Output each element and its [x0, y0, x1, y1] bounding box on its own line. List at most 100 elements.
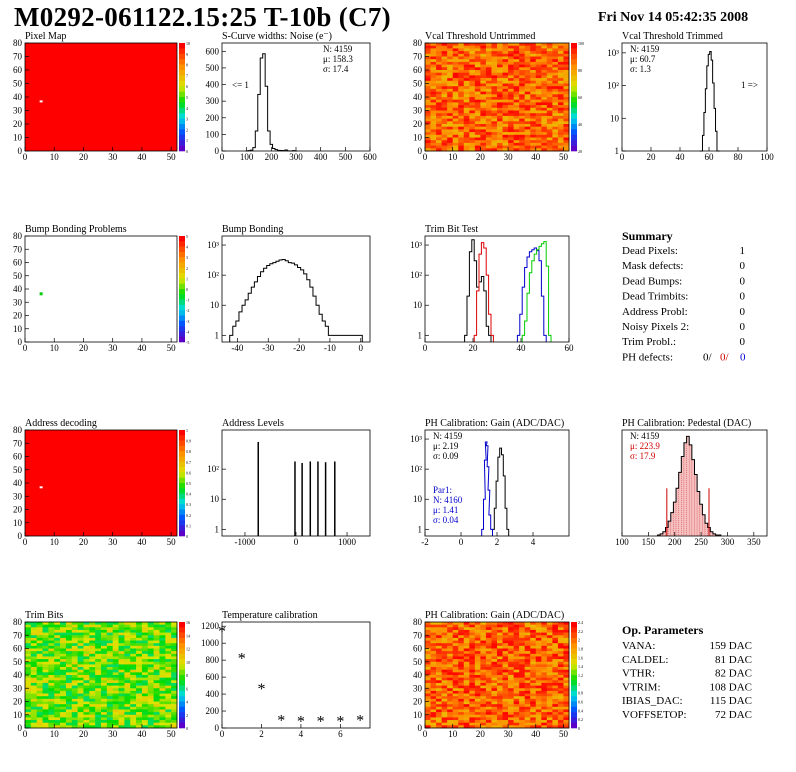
temperature-calibration-ytick-label: 800	[206, 655, 220, 665]
ph-gain-map-cell	[508, 725, 514, 729]
ph-gain-map-cell	[469, 717, 476, 721]
ph-gain-ytick-label: 10³	[410, 434, 422, 444]
vcal-untrimmed-cell	[447, 97, 453, 100]
trim-bits-map-cell	[165, 629, 172, 633]
ph-gain-map-cell	[552, 682, 559, 686]
trim-bits-map-cell	[36, 685, 43, 689]
vcal-untrimmed-scale-step	[571, 129, 577, 136]
vcal-untrimmed-cell	[541, 51, 548, 55]
ph-gain-map-cell	[497, 725, 503, 729]
vcal-untrimmed-cell	[480, 126, 487, 130]
trim-bits-map-cell	[141, 677, 149, 681]
trim-bits-map-cell	[130, 722, 137, 726]
ph-gain-map-cell	[524, 722, 531, 726]
vcal-untrimmed-cell	[541, 72, 548, 76]
address-decoding-scale-step	[179, 520, 185, 526]
trim-bits-map-cell	[83, 680, 90, 684]
ph-gain-map-cell	[546, 682, 553, 686]
ph-gain-map-cell	[508, 688, 514, 692]
vcal-untrimmed-cell	[485, 83, 492, 87]
ph-gain-map-cell	[430, 667, 437, 670]
trim-bits-map-cell	[54, 720, 61, 723]
vcal-untrimmed-cell	[557, 99, 564, 103]
vcal-untrimmed-cell	[430, 67, 437, 71]
trim-bits-map-cell	[89, 672, 96, 676]
ph-gain-map-cell	[513, 635, 520, 639]
scurve-noise-stat: σ: 17.4	[323, 64, 349, 74]
vcal-untrimmed-cell	[452, 88, 459, 92]
ph-gain-map-cell	[458, 627, 465, 631]
trim-bits-map-cell	[83, 648, 90, 652]
ph-gain-map-cell	[519, 669, 525, 673]
trim-bits-map-cell	[30, 651, 37, 655]
trim-bits-map-cell	[60, 667, 67, 670]
ph-gain-map-cell	[508, 643, 514, 647]
vcal-untrimmed-cell	[557, 88, 564, 92]
vcal-untrimmed-cell	[425, 137, 431, 141]
ph-gain-map-cell	[458, 720, 465, 723]
ph-gain-map-cell	[563, 664, 570, 668]
trim-bits-map-cell	[136, 706, 143, 710]
trim-bits-map-cell	[130, 701, 137, 705]
ph-gain-map-cell	[463, 685, 470, 689]
vcal-untrimmed-cell	[441, 142, 448, 146]
scurve-noise-ytick-label: 200	[206, 113, 220, 123]
trim-bits-map-cell	[136, 690, 143, 694]
ph-gain-map-cell	[463, 661, 470, 665]
trim-bits-map-cell	[77, 661, 84, 665]
trim-bits-map-cell	[106, 627, 113, 631]
trim-bits-map-cell	[124, 682, 131, 686]
ph-gain-map-cell	[524, 720, 531, 723]
vcal-untrimmed-cell	[513, 53, 520, 57]
ph-gain-map-cell	[552, 712, 559, 716]
vcal-untrimmed-cell	[452, 102, 459, 106]
trim-bits-map-scale-step	[179, 664, 185, 670]
trim-bits-map-cell	[106, 648, 113, 652]
trim-bits-map-cell	[141, 624, 149, 628]
bump-map-scale-step	[179, 315, 185, 322]
trim-bits-map-scale-step	[179, 632, 185, 639]
vcal-untrimmed-cell	[447, 88, 453, 92]
vcal-untrimmed-cell	[491, 56, 498, 60]
ph-gain-map-cell	[552, 664, 559, 668]
ph-gain-map-cell	[474, 637, 481, 641]
vcal-untrimmed-cell	[491, 91, 498, 95]
vcal-untrimmed-cell	[530, 61, 537, 65]
vcal-untrimmed-cell	[441, 43, 448, 46]
trim-bits-map-cell	[130, 622, 137, 625]
trim-bits-map-cell	[101, 722, 108, 726]
ph-gain-map-cell	[480, 693, 487, 697]
trim-bits-map-cell	[71, 643, 78, 647]
ph-gain-map-cell	[563, 643, 570, 647]
ph-pedestal-bar	[673, 501, 677, 537]
summary-row-value: 0	[740, 321, 746, 333]
ph-gain-map-cell	[430, 696, 437, 700]
ph-gain-map-cell	[497, 675, 503, 678]
ph-gain-map-cell	[447, 648, 453, 652]
ph-gain-map-cell	[546, 632, 553, 636]
address-decoding-ytick-label: 60	[13, 452, 23, 462]
vcal-untrimmed-cell	[491, 43, 498, 46]
trim-bits-map-cell	[165, 720, 172, 723]
ph-gain-map-cell	[524, 651, 531, 655]
vcal-untrimmed-cell	[480, 67, 487, 71]
trim-bits-map-cell	[77, 690, 84, 694]
trim-bits-map-cell	[165, 675, 172, 678]
ph-gain-map-cell	[480, 677, 487, 681]
trim-bits-map-cell	[118, 701, 125, 705]
trim-bits-map-cell	[83, 656, 90, 660]
vcal-untrimmed-cell	[541, 132, 548, 136]
ph-gain-map-cell	[491, 645, 498, 649]
ph-gain-map-cell	[480, 722, 487, 726]
ph-gain-map-cell	[463, 720, 470, 723]
vcal-untrimmed-cell	[502, 140, 509, 144]
ph-gain-map-cell	[508, 659, 514, 663]
trim-bits-map-cell	[112, 643, 119, 647]
ph-gain-map-cell	[557, 709, 564, 713]
ph-gain-map-cell	[480, 667, 487, 670]
ph-gain-map-cell	[491, 669, 498, 673]
ph-gain-map-cell	[436, 629, 442, 633]
bump-map-scale-label: -2	[186, 308, 189, 313]
vcal-untrimmed-cell	[447, 132, 453, 136]
ph-gain-map-cell	[546, 659, 553, 663]
